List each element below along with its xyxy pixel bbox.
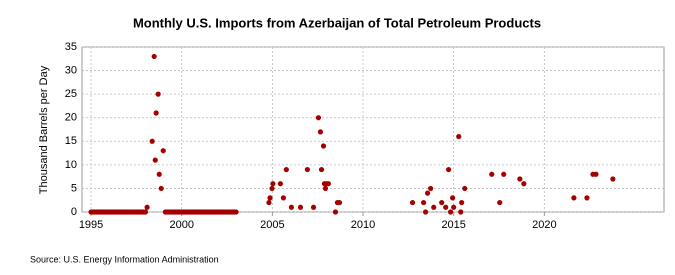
x-tick-label: 2020 [532, 219, 556, 231]
data-point [153, 110, 159, 116]
x-tick-label: 2015 [441, 219, 465, 231]
data-point [288, 204, 295, 210]
data-point [155, 91, 161, 97]
data-point [310, 204, 317, 210]
y-tick-label: 15 [65, 135, 77, 147]
data-point [593, 171, 599, 177]
data-point [462, 185, 468, 192]
data-point [266, 199, 272, 206]
data-point [269, 185, 275, 192]
data-point [318, 166, 325, 173]
y-tick-label: 10 [65, 159, 77, 171]
y-tick-label: 30 [65, 64, 77, 76]
y-axis-label: Thousand Barrels per Day [38, 65, 50, 194]
data-point [233, 209, 239, 215]
data-point [420, 199, 427, 206]
data-point [446, 166, 452, 173]
data-point [144, 204, 150, 210]
data-point [501, 171, 507, 177]
x-tick-label: 2000 [169, 219, 193, 231]
data-point [151, 53, 157, 60]
data-point [270, 181, 276, 187]
data-point [267, 195, 273, 201]
data-point [158, 185, 164, 192]
data-point [571, 195, 577, 201]
x-tick-label: 1995 [79, 219, 103, 231]
data-point [448, 209, 454, 215]
data-point [584, 195, 590, 201]
data-point [431, 204, 437, 210]
data-point [443, 204, 449, 210]
x-tick-label: 2010 [351, 219, 375, 231]
data-point [449, 195, 456, 201]
data-point [277, 181, 283, 187]
data-point [283, 166, 289, 173]
data-point [304, 166, 310, 173]
y-tick-label: 5 [71, 182, 77, 194]
data-point [332, 209, 339, 215]
source-note: Source: U.S. Energy Information Administ… [30, 254, 219, 264]
data-point [439, 199, 445, 206]
plot-area [81, 46, 665, 213]
data-point [428, 185, 434, 192]
data-point [152, 157, 158, 163]
data-point [149, 138, 155, 144]
y-tick-label: 35 [65, 41, 77, 53]
data-point [489, 171, 495, 177]
data-point [317, 129, 324, 135]
data-point [409, 199, 416, 206]
y-tick-label: 20 [65, 112, 77, 124]
data-point [142, 209, 149, 215]
data-point [424, 190, 431, 196]
y-tick-label: 25 [65, 88, 77, 100]
data-point [459, 199, 465, 206]
data-point [320, 143, 327, 149]
data-point [451, 204, 457, 210]
data-point [497, 199, 503, 206]
data-point [336, 199, 343, 206]
data-point [610, 176, 616, 182]
data-point [315, 115, 322, 121]
data-point [280, 195, 287, 201]
data-point [297, 204, 304, 210]
data-point [160, 148, 166, 154]
data-point [422, 209, 429, 215]
chart-title: Monthly U.S. Imports from Azerbaijan of … [133, 15, 541, 30]
data-point [456, 133, 462, 140]
data-point [156, 171, 162, 177]
data-point [458, 209, 464, 215]
y-tick-label: 0 [71, 206, 77, 218]
data-point [517, 176, 523, 182]
data-point [521, 181, 527, 187]
data-point [325, 181, 331, 187]
data-point [322, 185, 329, 192]
x-tick-label: 2005 [260, 219, 284, 231]
